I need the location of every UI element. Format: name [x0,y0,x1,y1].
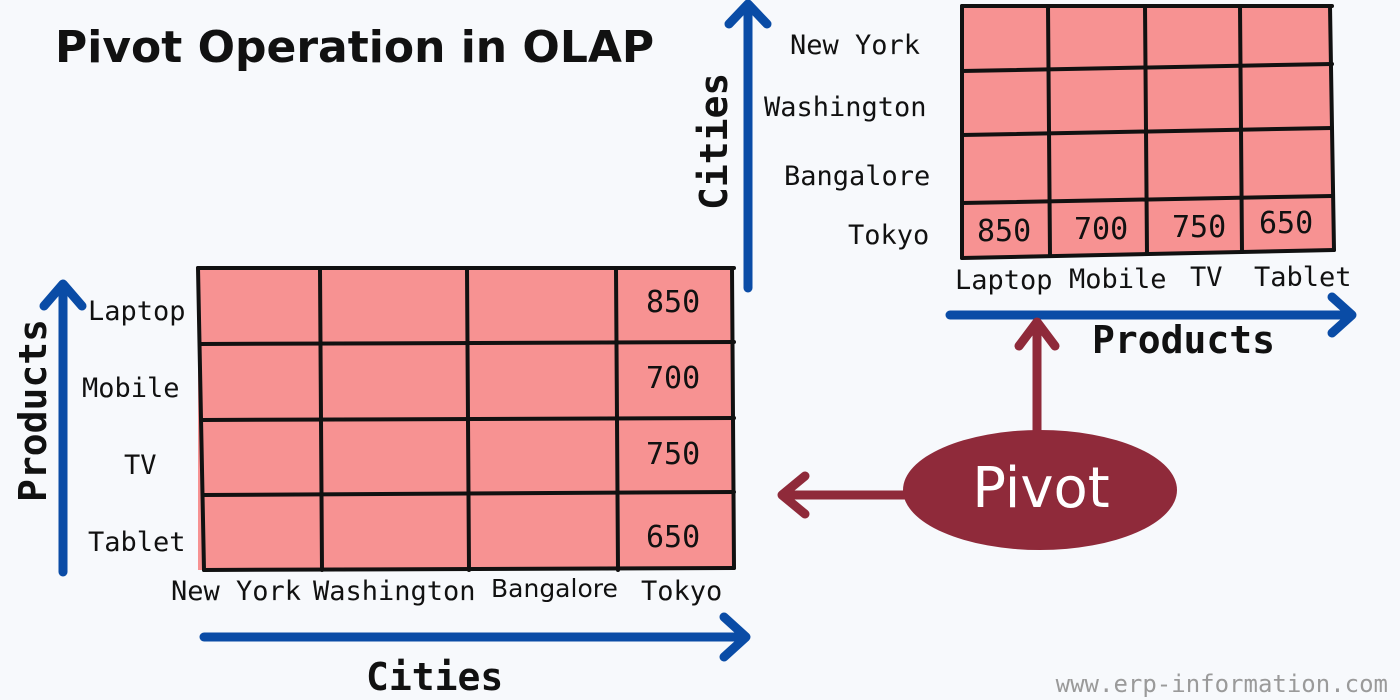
left-cell-value: 700 [646,361,701,396]
left-col-label: Bangalore [491,574,618,603]
left-grid-line [465,268,471,572]
right-col-axis-title: Products [1092,318,1276,362]
right-col-label: Laptop [955,265,1053,296]
left-cell-value: 650 [646,520,701,555]
left-grid-line [614,268,620,572]
right-row-label: Bangalore [784,161,931,192]
right-grid-line [1238,4,1244,254]
right-cell-value: 700 [1074,212,1129,247]
left-cell-value: 750 [646,437,701,472]
right-grid-line [1328,4,1336,252]
right-cities-axis-arrow [724,0,772,293]
pivot-label: Pivot [972,456,1110,521]
page-title: Pivot Operation in OLAP [55,22,655,73]
left-row-axis-title: Products [11,318,55,502]
left-table [196,266,736,572]
right-col-label: Tablet [1254,262,1352,293]
left-cell-value: 850 [646,285,701,320]
right-row-label: Tokyo [848,220,930,251]
left-products-axis-arrow [39,279,87,577]
pivot-arrow-left [777,471,910,519]
right-cell-value: 650 [1259,206,1314,241]
right-cell-value: 850 [977,214,1032,249]
right-cell-value: 750 [1172,210,1227,245]
right-row-axis-title: Cities [692,72,736,210]
right-row-label: Washington [764,92,927,123]
right-products-axis-arrow [945,292,1357,338]
left-row-label: Tablet [88,527,186,558]
pivot-ellipse [903,430,1177,550]
left-cities-axis-arrow [199,612,751,662]
right-row-label: New York [790,30,921,61]
right-table [960,4,1336,260]
left-row-label: Mobile [82,373,180,404]
left-grid-line [318,268,324,572]
footer-url: www.erp-information.com [1055,670,1388,698]
left-row-label: TV [124,450,157,481]
left-grid-line [730,266,736,570]
right-col-label: TV [1190,262,1223,293]
right-grid-line [1046,4,1052,258]
left-col-label: Tokyo [641,576,723,607]
right-col-label: Mobile [1069,264,1167,295]
left-grid-line [196,266,206,572]
left-col-label: New York [171,576,302,607]
right-grid-line [1143,4,1149,256]
left-row-label: Laptop [88,296,186,327]
left-col-label: Washington [313,576,476,607]
left-col-axis-title: Cities [366,655,504,699]
pivot-arrow-up [1014,317,1060,437]
